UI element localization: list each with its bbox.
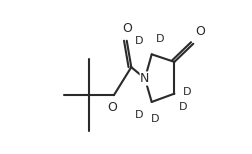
Text: O: O bbox=[196, 25, 205, 38]
Text: D: D bbox=[179, 102, 187, 112]
Text: N: N bbox=[140, 72, 150, 85]
Text: D: D bbox=[156, 34, 165, 44]
Text: D: D bbox=[183, 87, 191, 97]
Text: O: O bbox=[107, 101, 117, 114]
Text: D: D bbox=[135, 110, 143, 120]
Text: O: O bbox=[122, 22, 132, 35]
Text: D: D bbox=[135, 36, 143, 46]
Text: D: D bbox=[150, 114, 159, 124]
